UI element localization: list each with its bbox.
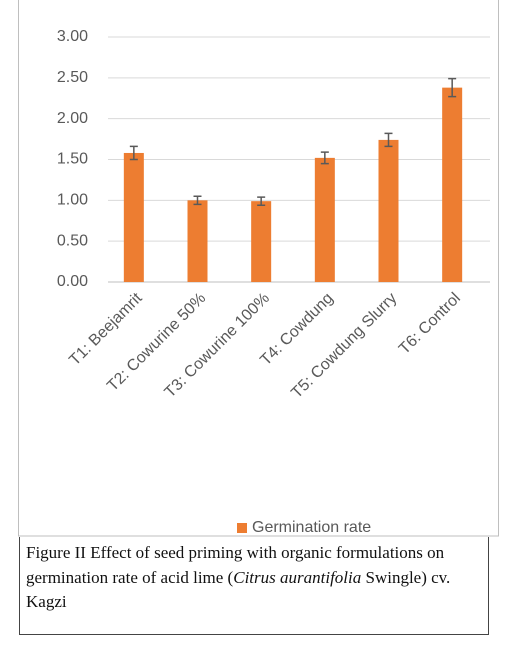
error-bar (320, 151, 329, 165)
error-bar (129, 145, 138, 161)
y-tick-label: 0.50 (57, 232, 88, 249)
legend-swatch (237, 523, 247, 533)
y-tick-label: 0.00 (57, 273, 88, 290)
x-tick-label: T5: Cowdung Slurry (288, 290, 400, 402)
legend-label: Germination rate (252, 519, 371, 536)
caption-italic: Citrus aurantifolia (233, 567, 362, 587)
bar (378, 139, 399, 282)
y-tick-label: 1.50 (57, 151, 88, 168)
bar (442, 87, 463, 282)
y-tick-label: 1.00 (57, 192, 88, 209)
caption-text: Swingle) cv. Kagzi (26, 567, 451, 612)
error-bar (257, 196, 266, 206)
error-bar (384, 132, 393, 148)
chart-frame (18, 0, 499, 537)
y-tick-label: 2.00 (57, 110, 88, 127)
caption-text: Figure II Effect of seed priming with or… (26, 543, 445, 587)
x-tick-label: T3: Cowurine 100% (162, 290, 273, 401)
x-tick-label: T6: Control (396, 290, 464, 358)
error-bar (193, 195, 202, 206)
y-tick-label: 2.50 (57, 69, 88, 86)
bar (123, 152, 144, 282)
bar (251, 201, 272, 282)
bar (187, 200, 208, 282)
error-bar (448, 77, 457, 98)
bar (314, 157, 335, 282)
y-tick-label: 3.00 (57, 28, 88, 45)
caption: Figure II Effect of seed priming with or… (19, 537, 489, 635)
